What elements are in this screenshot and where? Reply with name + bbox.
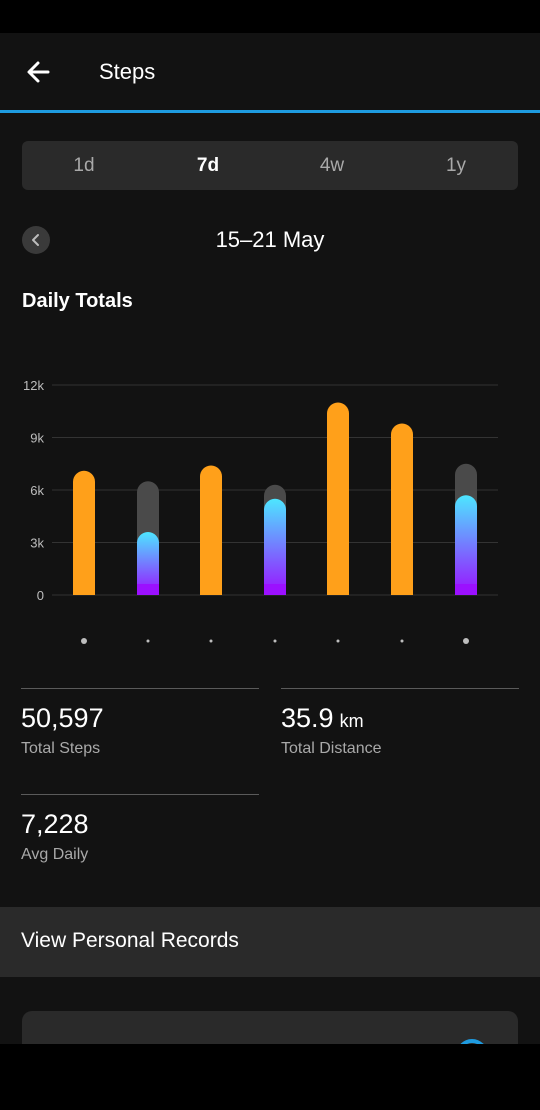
previous-period-button[interactable] xyxy=(22,226,50,254)
section-title: Daily Totals xyxy=(22,290,133,312)
steps-bar xyxy=(327,402,349,595)
period-selector: 1d 7d 4w 1y xyxy=(22,141,518,190)
avg-daily-label: Avg Daily xyxy=(21,846,89,863)
day-dot xyxy=(81,638,87,644)
divider xyxy=(21,794,259,795)
tab-1d[interactable]: 1d xyxy=(73,154,95,176)
bar-base xyxy=(327,584,349,595)
bar-base xyxy=(391,584,413,595)
navigation-bar xyxy=(0,1044,540,1110)
divider xyxy=(281,688,519,689)
total-distance-value-row: 35.9 km xyxy=(281,703,519,734)
day-dot xyxy=(209,639,213,643)
personal-records-row[interactable]: View Personal Records xyxy=(0,907,540,977)
steps-bar xyxy=(73,470,95,595)
total-steps-label: Total Steps xyxy=(21,740,101,757)
steps-bar xyxy=(391,423,413,595)
status-bar xyxy=(0,0,540,33)
avg-daily-value: 7,228 xyxy=(21,809,89,839)
date-range: 15–21 May xyxy=(215,227,325,252)
total-steps-stat: 50,597 Total Steps xyxy=(21,688,259,758)
steps-bar xyxy=(137,532,159,595)
arrow-left-icon xyxy=(27,61,50,83)
distance-unit: km xyxy=(339,711,364,731)
steps-bar xyxy=(455,495,477,595)
page-title: Steps xyxy=(99,59,156,84)
back-button[interactable] xyxy=(22,55,56,89)
day-dot xyxy=(400,639,404,643)
app-bar-divider xyxy=(0,110,540,113)
bar-base xyxy=(137,584,159,595)
total-steps-value: 50,597 xyxy=(21,703,104,733)
tab-7d[interactable]: 7d xyxy=(196,154,220,176)
bar-base xyxy=(264,584,286,595)
day-dot xyxy=(336,639,340,643)
y-tick-label: 6k xyxy=(30,483,44,498)
total-distance-stat: 35.9 km Total Distance xyxy=(281,688,519,758)
total-distance-label: Total Distance xyxy=(281,740,382,757)
steps-bar-chart: 03k6k9k12k15/0521/05 xyxy=(23,378,498,673)
tab-4w[interactable]: 4w xyxy=(319,154,345,176)
y-tick-label: 12k xyxy=(23,378,44,393)
chevron-left-icon xyxy=(32,234,39,246)
divider xyxy=(21,688,259,689)
y-tick-label: 9k xyxy=(30,431,44,446)
bar-base xyxy=(73,584,95,595)
summary-card[interactable] xyxy=(22,1011,518,1044)
avg-daily-stat: 7,228 Avg Daily xyxy=(21,794,259,864)
steps-bar xyxy=(264,498,286,595)
personal-records-label: View Personal Records xyxy=(21,929,239,952)
y-tick-label: 0 xyxy=(37,588,44,603)
bar-base xyxy=(455,584,477,595)
day-dot xyxy=(146,639,150,643)
y-tick-label: 3k xyxy=(30,536,44,551)
app-screen: Steps 1d 7d 4w 1y 15–21 May Daily Totals… xyxy=(0,33,540,1044)
bar-base xyxy=(200,584,222,595)
day-dot xyxy=(463,638,469,644)
tab-1y[interactable]: 1y xyxy=(445,154,467,176)
daily-steps-chart: 03k6k9k12k15/0521/05 xyxy=(0,373,540,673)
total-distance-value: 35.9 xyxy=(281,703,334,733)
app-bar: Steps xyxy=(0,33,540,110)
steps-bar xyxy=(200,465,222,595)
day-dot xyxy=(273,639,277,643)
